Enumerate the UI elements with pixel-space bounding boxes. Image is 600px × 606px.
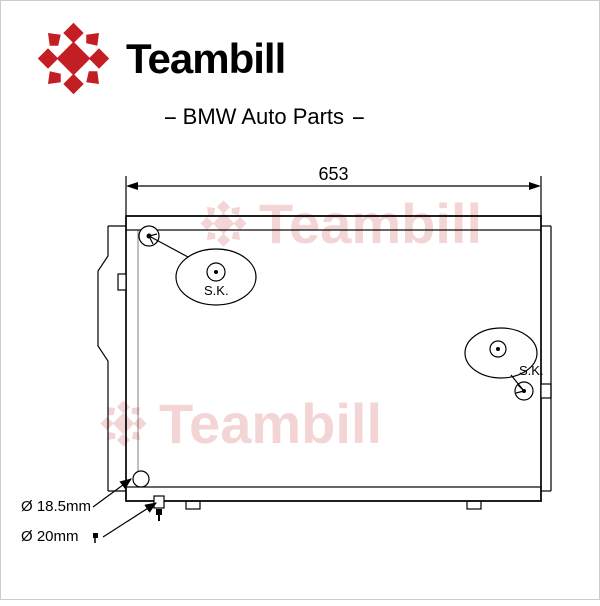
svg-text:S.K.: S.K. [204,283,229,298]
header: Teambill [31,16,285,101]
brand-logo-icon [31,16,116,101]
page-subtitle: BMW Auto Parts [156,104,371,130]
brand-name: Teambill [126,35,285,83]
svg-text:Ø 18.5mm: Ø 18.5mm [21,498,91,515]
technical-diagram: 653 S.K. S.K. Ø 18.5mm Ø 20mm [1,161,600,601]
svg-text:S.K.: S.K. [519,363,544,378]
svg-text:Ø 20mm: Ø 20mm [21,528,79,545]
svg-text:653: 653 [318,164,348,184]
